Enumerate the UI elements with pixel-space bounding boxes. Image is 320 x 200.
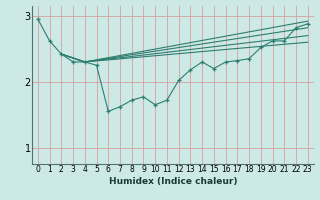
X-axis label: Humidex (Indice chaleur): Humidex (Indice chaleur) (108, 177, 237, 186)
